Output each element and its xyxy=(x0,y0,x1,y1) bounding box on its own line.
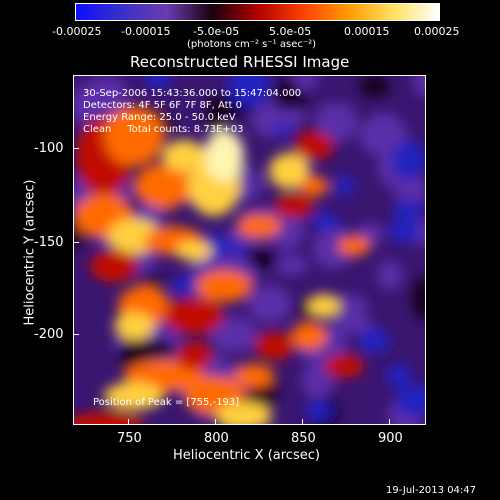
image-blob xyxy=(312,227,353,269)
image-blob xyxy=(300,176,328,196)
reconstructed-image-heatmap xyxy=(74,76,425,424)
image-blob xyxy=(387,364,411,388)
y-tick-label: -150 xyxy=(34,235,64,250)
image-blob xyxy=(74,412,144,424)
colorbar-unit-label: (photons cm⁻² s⁻¹ asec⁻²) xyxy=(187,39,317,50)
image-blob xyxy=(269,153,309,189)
colorbar-tick-label: 0.00015 xyxy=(344,25,390,38)
y-axis-label: Heliocentric Y (arcsec) xyxy=(22,179,38,326)
image-blob xyxy=(392,200,425,220)
image-blob xyxy=(388,219,420,243)
image-blob xyxy=(217,329,251,353)
image-blob xyxy=(104,382,164,410)
y-tick-label: -200 xyxy=(34,327,64,342)
image-blob xyxy=(338,236,370,256)
colorbar-tick-label: -5.0e-05 xyxy=(193,25,240,38)
image-blob xyxy=(234,364,274,388)
image-blob xyxy=(227,76,270,108)
image-blob xyxy=(273,254,309,276)
image-blob xyxy=(134,164,194,208)
x-tick-mark xyxy=(302,419,303,425)
colorbar-tick-label: -0.00015 xyxy=(121,25,171,38)
image-blob xyxy=(358,76,390,98)
image-blob xyxy=(274,194,314,218)
y-tick-mark xyxy=(73,334,79,335)
image-blob xyxy=(247,285,292,324)
image-blob xyxy=(333,313,373,334)
image-blob xyxy=(176,342,212,370)
image-blob xyxy=(358,329,390,353)
x-axis-label: Heliocentric X (arcsec) xyxy=(173,448,320,463)
image-blob xyxy=(114,312,154,340)
clean-counts-annotation: Clean Total counts: 8.73E+03 xyxy=(83,124,244,135)
image-blob xyxy=(392,140,425,180)
peak-position-annotation: Position of Peak = [755,-193] xyxy=(93,397,240,408)
image-blob xyxy=(412,76,425,97)
detectors-annotation: Detectors: 4F 5F 6F 7F 8F, Att 0 xyxy=(83,100,243,111)
image-blob xyxy=(305,401,333,421)
time-range-annotation: 30-Sep-2006 15:43:36.000 to 15:47:04.000 xyxy=(83,88,302,99)
colorbar-tick-label: 0.00025 xyxy=(414,25,460,38)
image-blob xyxy=(172,276,196,296)
x-tick-label: 900 xyxy=(378,431,403,446)
image-blob xyxy=(292,76,318,91)
image-blob xyxy=(216,402,272,424)
x-tick-label: 800 xyxy=(204,431,229,446)
image-blob xyxy=(176,241,212,261)
image-blob xyxy=(272,108,308,127)
image-blob xyxy=(377,260,403,290)
image-blob xyxy=(294,132,334,160)
image-blob xyxy=(104,106,164,166)
x-tick-mark xyxy=(215,419,216,425)
image-blob xyxy=(237,214,281,238)
image-blob xyxy=(324,354,364,378)
rhessi-image-plot xyxy=(73,75,426,425)
colorbar-tick-label: 5.0e-05 xyxy=(269,25,312,38)
image-blob xyxy=(308,294,340,318)
image-blob xyxy=(395,384,425,417)
image-blob xyxy=(138,273,162,290)
image-blob xyxy=(254,332,294,360)
energy-range-annotation: Energy Range: 25.0 - 50.0 keV xyxy=(83,112,236,123)
y-tick-label: -100 xyxy=(34,141,64,156)
x-tick-mark xyxy=(389,419,390,425)
colorbar xyxy=(75,3,440,21)
image-blob xyxy=(291,322,327,350)
image-blob xyxy=(144,76,173,89)
image-blob xyxy=(334,176,354,196)
image-blob xyxy=(312,211,336,231)
x-tick-mark xyxy=(128,419,129,425)
y-tick-mark xyxy=(73,242,79,243)
image-blob xyxy=(314,102,359,143)
image-blob xyxy=(393,175,425,204)
image-blob xyxy=(204,130,244,182)
generation-timestamp: 19-Jul-2013 04:47 xyxy=(386,485,477,496)
image-blob xyxy=(246,251,278,270)
plot-title: Reconstructed RHESSI Image xyxy=(130,53,350,71)
x-tick-label: 850 xyxy=(291,431,316,446)
image-blob xyxy=(196,270,252,302)
image-blob xyxy=(162,140,206,172)
image-blob xyxy=(412,276,425,320)
x-tick-label: 750 xyxy=(117,431,142,446)
colorbar-tick-label: -0.00025 xyxy=(52,25,102,38)
y-tick-mark xyxy=(73,148,79,149)
image-blob xyxy=(90,250,138,282)
image-blob xyxy=(164,298,224,334)
